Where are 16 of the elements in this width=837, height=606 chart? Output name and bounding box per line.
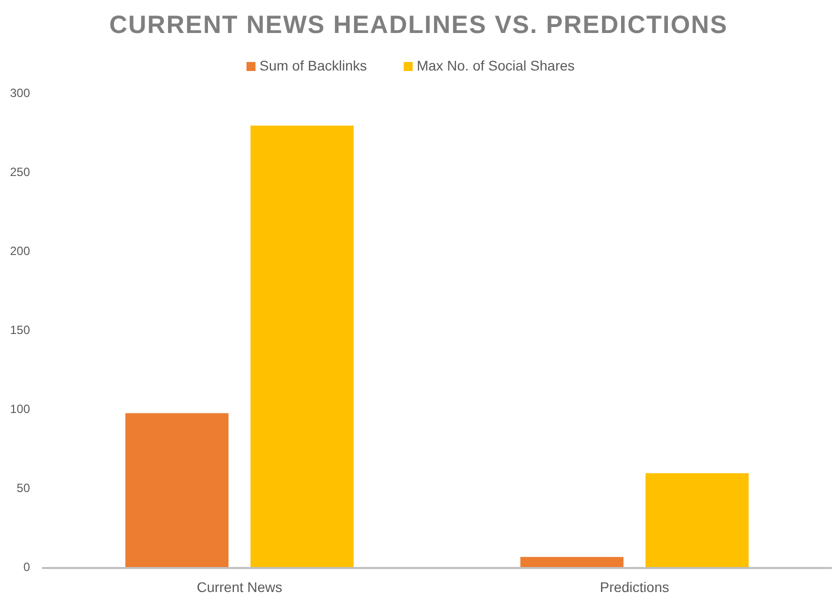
chart-title: CURRENT NEWS HEADLINES VS. PREDICTIONS (109, 11, 728, 39)
bar (520, 556, 624, 568)
y-tick-label: 200 (10, 244, 30, 258)
y-tick-label: 50 (16, 481, 30, 496)
bar (646, 473, 749, 568)
y-tick-label: 150 (10, 323, 30, 338)
y-tick-label: 250 (10, 165, 30, 180)
y-tick-label: 300 (10, 86, 30, 100)
legend-label: Sum of Backlinks (260, 58, 367, 74)
y-tick-label: 100 (10, 402, 30, 416)
legend-label: Max No. of Social Shares (416, 58, 575, 74)
x-tick-label: Predictions (600, 579, 670, 595)
x-tick-label: Current News (196, 579, 282, 595)
y-tick-label: 0 (23, 560, 30, 574)
bar (125, 413, 228, 568)
bar (250, 126, 354, 568)
